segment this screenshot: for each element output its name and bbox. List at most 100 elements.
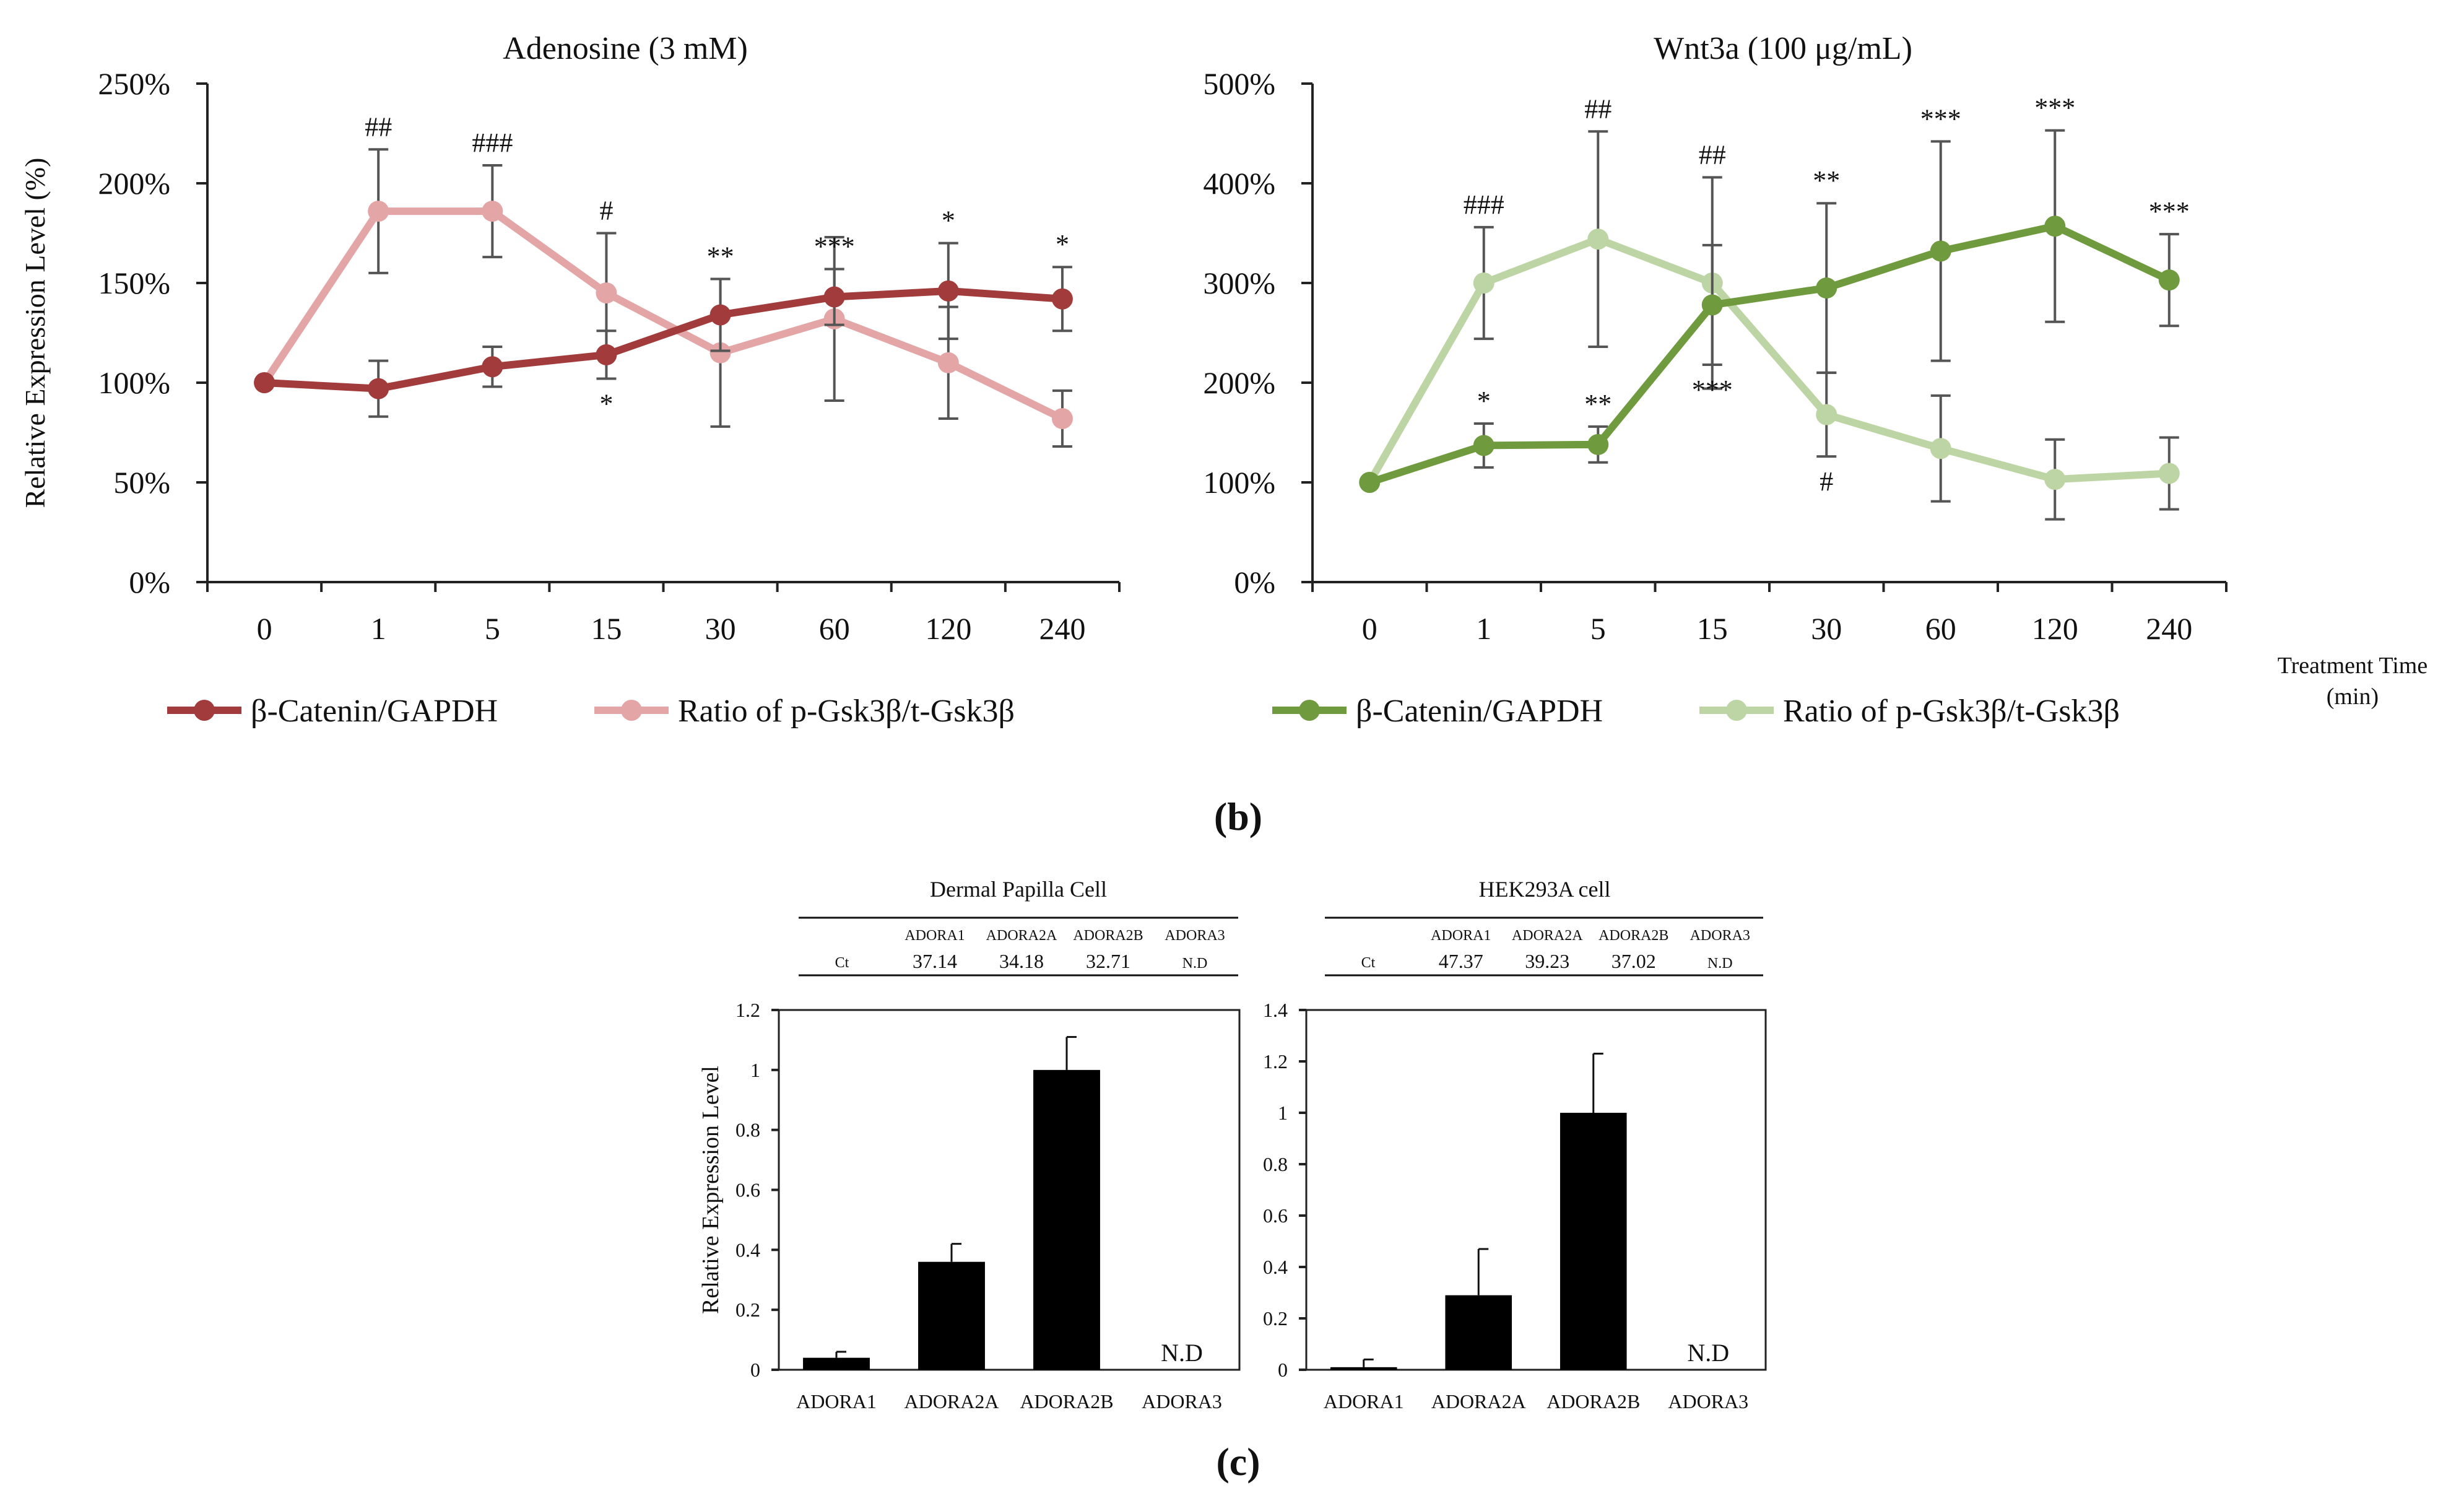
data-point bbox=[1816, 404, 1837, 425]
bar-chart-title: Dermal Papilla Cell bbox=[930, 877, 1107, 902]
x-tick-label: 30 bbox=[705, 611, 736, 646]
bar-y-tick-label: 0.8 bbox=[735, 1119, 760, 1141]
x-tick-label: 240 bbox=[2146, 611, 2192, 646]
bar-y-tick-label: 1.2 bbox=[1263, 1050, 1288, 1073]
x-tick-label: 5 bbox=[485, 611, 500, 646]
data-point bbox=[2158, 269, 2180, 291]
bar-y-tick-label: 0.6 bbox=[1263, 1204, 1288, 1227]
legend-label: Ratio of p-Gsk3β/t-Gsk3β bbox=[678, 694, 1015, 729]
significance-mark: *** bbox=[2149, 196, 2190, 227]
series-line bbox=[264, 287, 1063, 393]
ct-header: ADORA1 bbox=[904, 928, 965, 944]
ct-header: ADORA2B bbox=[1599, 928, 1668, 944]
ct-value: 47.37 bbox=[1439, 950, 1483, 972]
significance-mark: * bbox=[599, 389, 613, 419]
legend-marker bbox=[194, 700, 215, 721]
significance-mark: * bbox=[1056, 229, 1069, 259]
adenosine-line-chart: Adenosine (3 mM)0%50%100%150%200%250%0 1 5… bbox=[19, 31, 1121, 729]
bar-y-tick-label: 0 bbox=[1278, 1359, 1288, 1381]
y-tick-label: 200% bbox=[98, 166, 170, 201]
hek293a-bar-chart: HEK293A cell Ct ADORA1 47.37 ADORA2A 39.23 ADO… bbox=[1263, 877, 1767, 1412]
y-tick-label: 100% bbox=[1203, 465, 1275, 500]
data-point bbox=[1587, 433, 1609, 455]
bar-y-axis-label: Relative Expression Level bbox=[698, 1066, 724, 1314]
x-tick-label: 60 bbox=[819, 611, 850, 646]
ct-header: ADORA2A bbox=[1512, 928, 1583, 944]
treatment-time-label-line2: (min) bbox=[2327, 684, 2379, 710]
data-point bbox=[254, 372, 275, 393]
y-tick-label: 500% bbox=[1203, 66, 1275, 101]
significance-mark: *** bbox=[2034, 93, 2075, 123]
data-point bbox=[368, 378, 389, 399]
data-point bbox=[1051, 288, 1073, 310]
bar bbox=[1033, 1069, 1100, 1370]
bar-x-tick-label: ADORA2A bbox=[904, 1390, 999, 1412]
legend-marker bbox=[1726, 700, 1747, 721]
bar-y-tick-label: 0.2 bbox=[735, 1299, 760, 1321]
y-axis-label: Relative Expression Level (%) bbox=[19, 158, 51, 508]
data-point bbox=[1930, 240, 1951, 262]
ct-value: 32.71 bbox=[1086, 950, 1130, 972]
bar-y-tick-label: 0.2 bbox=[1263, 1307, 1288, 1330]
y-tick-label: 250% bbox=[98, 66, 170, 101]
ct-header: ADORA3 bbox=[1165, 928, 1225, 944]
panel-label-b: (b) bbox=[1214, 794, 1262, 838]
significance-mark: *** bbox=[1692, 375, 1733, 405]
x-tick-label: 15 bbox=[591, 611, 622, 646]
data-point bbox=[482, 356, 503, 378]
legend-marker bbox=[1299, 700, 1320, 721]
data-point bbox=[1816, 277, 1837, 299]
x-tick-label: 120 bbox=[2032, 611, 2078, 646]
bar-x-tick-label: ADORA1 bbox=[796, 1390, 877, 1412]
significance-mark: ## bbox=[1584, 94, 1612, 124]
y-tick-label: 300% bbox=[1203, 266, 1275, 300]
ct-value: 37.14 bbox=[913, 950, 957, 972]
data-point bbox=[1930, 438, 1951, 459]
bar bbox=[918, 1261, 985, 1370]
ct-row-label: Ct bbox=[1361, 955, 1376, 971]
significance-mark: ** bbox=[707, 242, 734, 272]
significance-mark: * bbox=[942, 206, 955, 236]
data-point bbox=[2158, 463, 2180, 484]
ct-header: ADORA3 bbox=[1690, 928, 1750, 944]
bar-x-tick-label: ADORA1 bbox=[1324, 1390, 1404, 1412]
significance-mark: ** bbox=[1813, 165, 1840, 196]
bar-value-label: N.D bbox=[1687, 1339, 1729, 1367]
data-point bbox=[1359, 472, 1381, 493]
data-point bbox=[1473, 272, 1494, 294]
significance-mark: ### bbox=[1464, 189, 1504, 220]
bar-x-tick-label: ADORA3 bbox=[1668, 1390, 1748, 1412]
x-tick-label: 1 bbox=[371, 611, 386, 646]
x-tick-label: 0 bbox=[1362, 611, 1377, 646]
series-line bbox=[1366, 235, 2170, 484]
bar-y-tick-label: 1 bbox=[1278, 1102, 1288, 1124]
chart-title: Adenosine (3 mM) bbox=[503, 31, 748, 66]
y-tick-label: 200% bbox=[1203, 365, 1275, 400]
data-point bbox=[1051, 407, 1073, 429]
ct-header: ADORA2A bbox=[986, 928, 1057, 944]
panel-label-c: (c) bbox=[1216, 1440, 1260, 1484]
y-tick-label: 400% bbox=[1203, 166, 1275, 201]
data-point bbox=[937, 280, 959, 302]
bar bbox=[803, 1357, 870, 1370]
bar-value-label: N.D bbox=[1161, 1339, 1203, 1367]
x-tick-label: 120 bbox=[925, 611, 971, 646]
plot-frame bbox=[778, 1009, 1241, 1371]
bar-y-tick-label: 0.6 bbox=[735, 1179, 760, 1201]
legend-label: Ratio of p-Gsk3β/t-Gsk3β bbox=[1783, 694, 2120, 729]
data-point bbox=[937, 352, 959, 373]
significance-mark: *** bbox=[814, 231, 855, 261]
ct-value: 39.23 bbox=[1525, 950, 1569, 972]
plot-frame bbox=[1305, 1009, 1767, 1371]
data-point bbox=[1473, 435, 1494, 456]
y-tick-label: 0% bbox=[129, 565, 170, 599]
significance-mark: ### bbox=[472, 128, 513, 158]
x-tick-label: 5 bbox=[1590, 611, 1606, 646]
data-point bbox=[482, 201, 503, 222]
treatment-time-label-line1: Treatment Time bbox=[2278, 653, 2427, 679]
bar-y-tick-label: 1.4 bbox=[1263, 999, 1288, 1021]
data-point bbox=[709, 304, 731, 326]
x-tick-label: 1 bbox=[1476, 611, 1491, 646]
bar-y-tick-label: 1 bbox=[750, 1059, 760, 1081]
bar-x-tick-label: ADORA2B bbox=[1020, 1390, 1113, 1412]
